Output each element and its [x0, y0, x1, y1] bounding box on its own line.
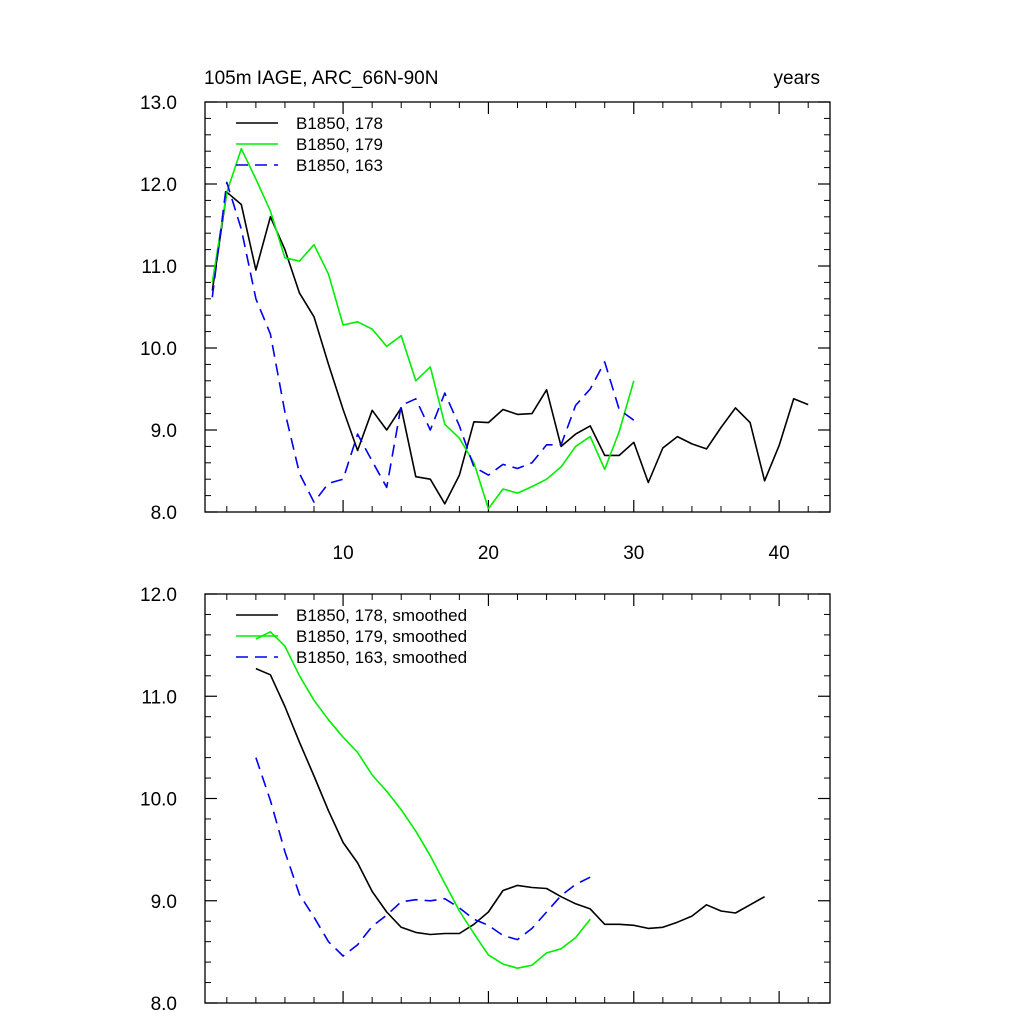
legend-label: B1850, 163, smoothed — [296, 648, 467, 667]
legend-label: B1850, 179 — [296, 135, 383, 154]
series-line-b1850-178-smoothed — [255, 667, 765, 936]
legend-label: B1850, 178 — [296, 114, 383, 133]
chart-units-label: years — [774, 68, 820, 89]
series-line-b1850-179 — [211, 147, 635, 510]
y-tick-label: 10.0 — [140, 339, 177, 360]
x-tick-label: 10 — [333, 543, 354, 564]
y-tick-label: 13.0 — [140, 93, 177, 114]
x-tick-label: 40 — [769, 543, 790, 564]
y-tick-label: 8.0 — [151, 503, 177, 524]
chart-title: 105m IAGE, ARC_66N-90N — [204, 68, 438, 89]
y-tick-label: 9.0 — [151, 421, 177, 442]
y-tick-label: 8.0 — [151, 994, 177, 1015]
y-tick-label: 11.0 — [141, 257, 177, 278]
y-tick-label: 11.0 — [141, 687, 177, 708]
series-line-b1850-178 — [211, 191, 809, 505]
legend-label: B1850, 179, smoothed — [296, 627, 467, 646]
legend-label: B1850, 163 — [296, 156, 383, 175]
y-tick-label: 12.0 — [140, 585, 177, 606]
y-tick-label: 10.0 — [140, 790, 177, 811]
series-line-b1850-163 — [211, 181, 635, 504]
x-tick-label: 20 — [478, 543, 499, 564]
legend-label: B1850, 178, smoothed — [296, 606, 467, 625]
y-tick-label: 9.0 — [151, 892, 177, 913]
bottom-panel: 8.0 9.0 10.0 11.0 12.0 B1850, 178, smoothed B1… — [140, 585, 831, 1015]
series-line-b1850-163-smoothed — [255, 757, 591, 957]
x-tick-label: 30 — [623, 543, 644, 564]
y-tick-label: 12.0 — [140, 175, 177, 196]
series-line-b1850-179-smoothed — [255, 630, 591, 970]
top-panel: 105m IAGE, ARC_66N-90N years 10 20 30 40 8.0… — [140, 68, 831, 564]
